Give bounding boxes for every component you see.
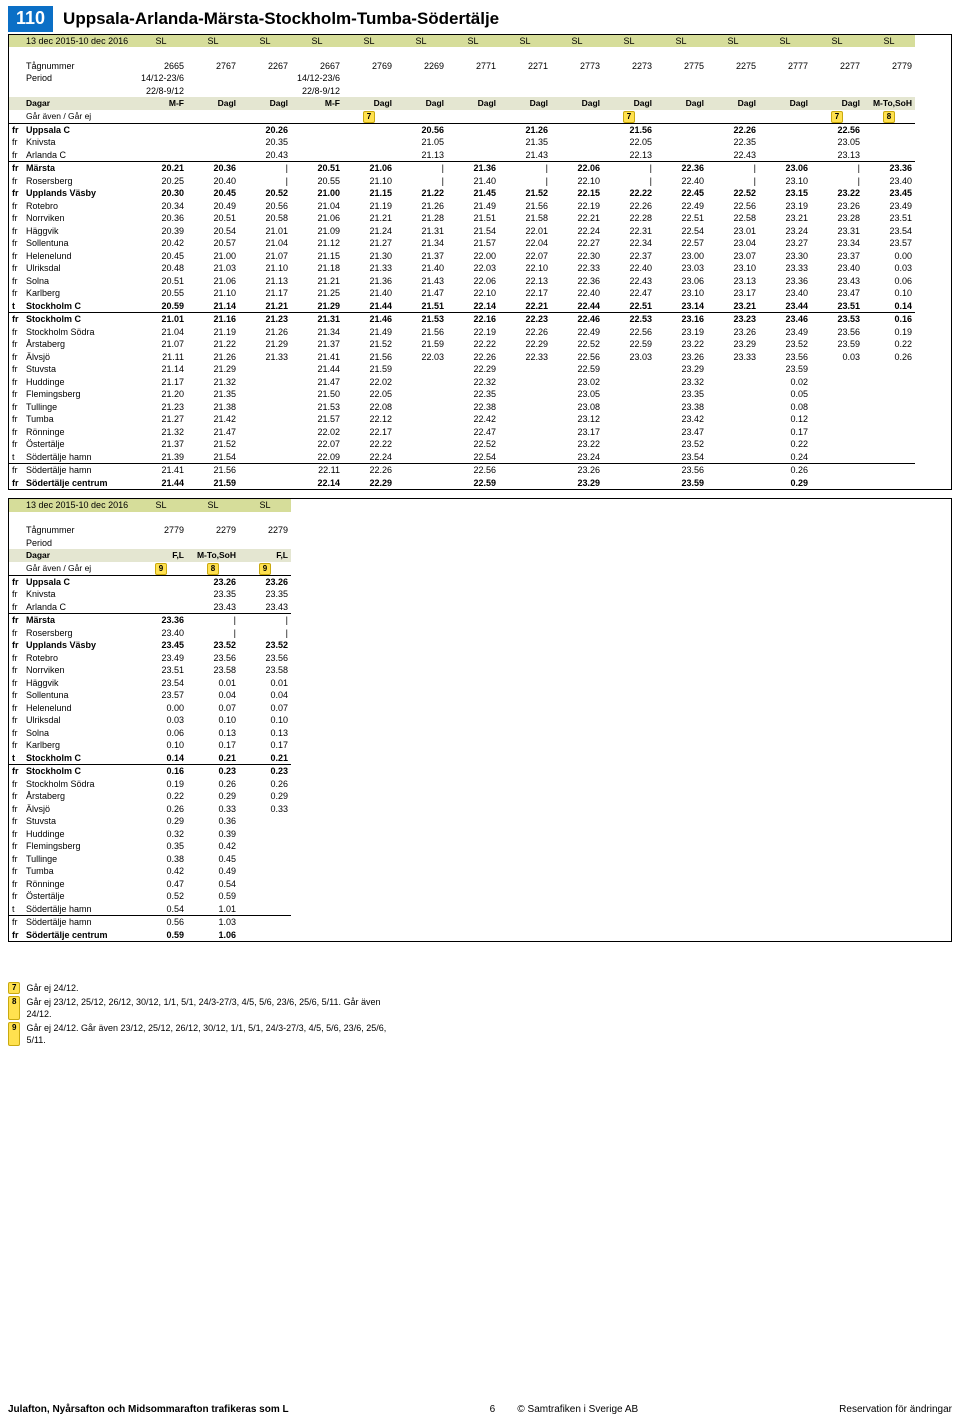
note-chip: 9 (259, 563, 271, 575)
station-row: frRosersberg20.2520.40|20.5521.10|21.40|… (9, 175, 915, 188)
station-row: frRosersberg23.40|| (9, 627, 291, 640)
station-row: frUpplands Väsby20.3020.4520.5221.0021.1… (9, 187, 915, 200)
station-row: frStuvsta21.1421.2921.4421.5922.2922.592… (9, 363, 915, 376)
station-row: tSödertälje hamn0.541.01 (9, 903, 291, 916)
footnote-text: Går ej 24/12. Går även 23/12, 25/12, 26/… (26, 1022, 386, 1046)
blank-row (9, 47, 915, 60)
station-row: frSödertälje hamn21.4121.5622.1122.2622.… (9, 464, 915, 477)
note-chip: 9 (155, 563, 167, 575)
period-row: Period (9, 537, 291, 550)
station-row: frKnivsta23.3523.35 (9, 588, 291, 601)
notes-row: Går även / Går ej989 (9, 562, 291, 576)
station-row: frTumba21.2721.4221.5722.1222.4223.1223.… (9, 413, 915, 426)
date-sl-row: 13 dec 2015-10 dec 2016SLSLSL (9, 499, 291, 512)
station-row: frHuddinge0.320.39 (9, 828, 291, 841)
station-row: frHelenelund20.4521.0021.0721.1521.3021.… (9, 250, 915, 263)
station-row: frUpplands Väsby23.4523.5223.52 (9, 639, 291, 652)
station-row: frUppsala C23.2623.26 (9, 575, 291, 588)
page-footer: Julafton, Nyårsafton och Midsommarafton … (0, 1404, 960, 1415)
station-row: frUlriksdal20.4821.0321.1021.1821.3321.4… (9, 262, 915, 275)
station-row: tSödertälje hamn21.3921.5422.0922.2422.5… (9, 451, 915, 464)
station-row: frStuvsta0.290.36 (9, 815, 291, 828)
timetable-1: 13 dec 2015-10 dec 2016SLSLSLSLSLSLSLSLS… (8, 34, 952, 491)
station-row: frStockholm C0.160.230.23 (9, 765, 291, 778)
station-row: frSollentuna23.570.040.04 (9, 689, 291, 702)
station-row: frSödertälje centrum0.591.06 (9, 929, 291, 942)
blank-row (9, 512, 291, 525)
station-row: tStockholm C0.140.210.21 (9, 752, 291, 765)
station-row: frÅrstaberg0.220.290.29 (9, 790, 291, 803)
station-row: frUppsala C20.2620.5621.2621.5622.2622.5… (9, 123, 915, 136)
note-chip: 8 (8, 996, 20, 1020)
station-row: frÅrstaberg21.0721.2221.2921.3721.5221.5… (9, 338, 915, 351)
station-row: frRotebro20.3420.4920.5621.0421.1921.262… (9, 200, 915, 213)
page: 110 Uppsala-Arlanda-Märsta-Stockholm-Tum… (0, 0, 960, 1423)
station-row: frSolna20.5121.0621.1321.2121.3621.4322.… (9, 275, 915, 288)
dagar-row: DagarF,LM-To,SoHF,L (9, 549, 291, 562)
note-chip: 7 (831, 111, 843, 123)
station-row: frTullinge21.2321.3821.5322.0822.3823.08… (9, 401, 915, 414)
station-row: frFlemingsberg21.2021.3521.5022.0522.352… (9, 388, 915, 401)
footer-left: Julafton, Nyårsafton och Midsommarafton … (8, 1404, 289, 1415)
date-sl-row: 13 dec 2015-10 dec 2016SLSLSLSLSLSLSLSLS… (9, 35, 915, 48)
notes-row: Går även / Går ej7778 (9, 110, 915, 124)
header: 110 Uppsala-Arlanda-Märsta-Stockholm-Tum… (8, 6, 952, 32)
station-row: frArlanda C23.4323.43 (9, 601, 291, 614)
station-row: frÄlvsjö21.1121.2621.3321.4121.5622.0322… (9, 351, 915, 364)
station-row: frSollentuna20.4220.5721.0421.1221.2721.… (9, 237, 915, 250)
timetable-2: 13 dec 2015-10 dec 2016SLSLSL Tågnummer2… (8, 498, 952, 942)
note-chip: 8 (883, 111, 895, 123)
station-row: frKarlberg20.5521.1021.1721.2521.4021.47… (9, 287, 915, 300)
footnotes-block: 7 Går ej 24/12. 8 Går ej 23/12, 25/12, 2… (8, 982, 952, 1046)
dagar-row: DagarM-FDaglDaglM-FDaglDaglDaglDaglDaglD… (9, 97, 915, 110)
station-row: frKarlberg0.100.170.17 (9, 739, 291, 752)
station-row: frRotebro23.4923.5623.56 (9, 652, 291, 665)
station-row: frHäggvik23.540.010.01 (9, 677, 291, 690)
station-row: frArlanda C20.4321.1321.4322.1322.4323.1… (9, 149, 915, 162)
station-row: frRönninge21.3221.4722.0222.1722.4723.17… (9, 426, 915, 439)
footer-center: 6 © Samtrafiken i Sverige AB (490, 1404, 639, 1415)
footnote-text: Går ej 23/12, 25/12, 26/12, 30/12, 1/1, … (26, 996, 386, 1020)
station-row: frSolna0.060.130.13 (9, 727, 291, 740)
station-row: frSödertälje centrum21.4421.5922.1422.29… (9, 477, 915, 490)
station-row: frÄlvsjö0.260.330.33 (9, 803, 291, 816)
note-chip: 8 (207, 563, 219, 575)
station-row: frHuddinge21.1721.3221.4722.0222.3223.02… (9, 376, 915, 389)
station-row: frFlemingsberg0.350.42 (9, 840, 291, 853)
station-row: frStockholm C21.0121.1621.2321.3121.4621… (9, 313, 915, 326)
station-row: frStockholm Södra21.0421.1921.2621.3421.… (9, 326, 915, 339)
note-chip: 7 (8, 982, 20, 994)
note-chip: 7 (623, 111, 635, 123)
station-row: frTullinge0.380.45 (9, 853, 291, 866)
footnote: 9 Går ej 24/12. Går även 23/12, 25/12, 2… (8, 1022, 952, 1046)
tagnummer-row: Tågnummer277922792279 (9, 524, 291, 537)
station-row: frRönninge0.470.54 (9, 878, 291, 891)
footnote-text: Går ej 24/12. (26, 982, 78, 994)
route-title: Uppsala-Arlanda-Märsta-Stockholm-Tumba-S… (63, 9, 499, 29)
station-row: frÖstertälje21.3721.5222.0722.2222.5223.… (9, 438, 915, 451)
footnote: 7 Går ej 24/12. (8, 982, 952, 994)
note-chip: 7 (363, 111, 375, 123)
station-row: frKnivsta20.3521.0521.3522.0522.3523.05 (9, 136, 915, 149)
station-row: frNorrviken23.5123.5823.58 (9, 664, 291, 677)
station-row: tStockholm C20.5921.1421.2121.2921.4421.… (9, 300, 915, 313)
station-row: frHelenelund0.000.070.07 (9, 702, 291, 715)
route-number-badge: 110 (8, 6, 53, 32)
footer-right: Reservation för ändringar (839, 1404, 952, 1415)
station-row: frTumba0.420.49 (9, 865, 291, 878)
station-row: frMärsta23.36|| (9, 614, 291, 627)
station-row: frUlriksdal0.030.100.10 (9, 714, 291, 727)
station-row: frStockholm Södra0.190.260.26 (9, 778, 291, 791)
tagnummer-row: Tågnummer2665276722672667276922692771227… (9, 60, 915, 73)
station-row: frÖstertälje0.520.59 (9, 890, 291, 903)
station-row: frMärsta20.2120.36|20.5121.06|21.36|22.0… (9, 162, 915, 175)
station-row: frSödertälje hamn0.561.03 (9, 916, 291, 929)
footnote: 8 Går ej 23/12, 25/12, 26/12, 30/12, 1/1… (8, 996, 952, 1020)
note-chip: 9 (8, 1022, 20, 1046)
period-row: Period14/12-23/622/8-9/1214/12-23/622/8-… (9, 72, 915, 97)
station-row: frHäggvik20.3920.5421.0121.0921.2421.312… (9, 225, 915, 238)
station-row: frNorrviken20.3620.5120.5821.0621.2121.2… (9, 212, 915, 225)
